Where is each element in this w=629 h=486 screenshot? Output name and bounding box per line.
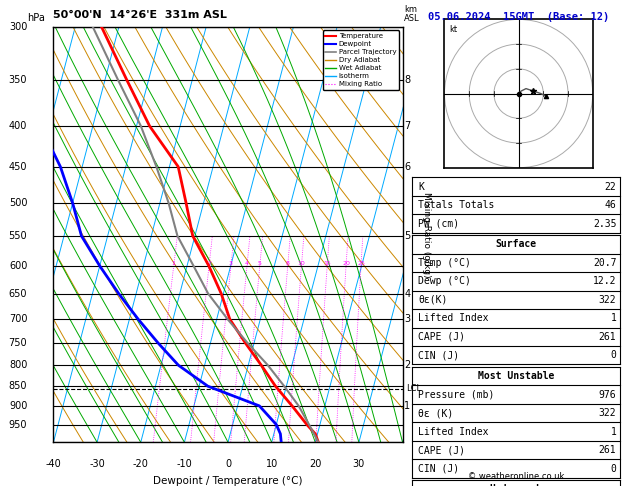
Text: Lifted Index: Lifted Index <box>418 427 489 436</box>
Text: 2: 2 <box>404 360 411 370</box>
Text: 0: 0 <box>225 459 231 469</box>
Text: 1: 1 <box>611 313 616 323</box>
Text: Totals Totals: Totals Totals <box>418 200 494 210</box>
Text: 1: 1 <box>611 427 616 436</box>
Text: km
ASL: km ASL <box>404 4 420 22</box>
Text: K: K <box>418 182 424 191</box>
Legend: Temperature, Dewpoint, Parcel Trajectory, Dry Adiabat, Wet Adiabat, Isotherm, Mi: Temperature, Dewpoint, Parcel Trajectory… <box>323 30 399 90</box>
Text: 10: 10 <box>265 459 278 469</box>
Text: 850: 850 <box>9 381 27 391</box>
Text: 30: 30 <box>353 459 365 469</box>
Text: 3: 3 <box>229 261 233 266</box>
Text: Temp (°C): Temp (°C) <box>418 258 471 268</box>
Text: Dewp (°C): Dewp (°C) <box>418 277 471 286</box>
Text: 300: 300 <box>9 22 27 32</box>
Text: 6: 6 <box>404 162 411 172</box>
Text: θε (K): θε (K) <box>418 408 454 418</box>
Text: 950: 950 <box>9 419 27 430</box>
Text: θε(K): θε(K) <box>418 295 448 305</box>
Text: Most Unstable: Most Unstable <box>477 371 554 381</box>
Text: -30: -30 <box>89 459 105 469</box>
Text: 261: 261 <box>599 445 616 455</box>
Text: 05.06.2024  15GMT  (Base: 12): 05.06.2024 15GMT (Base: 12) <box>428 12 609 22</box>
Text: kt: kt <box>450 25 457 34</box>
Text: Surface: Surface <box>495 240 537 249</box>
Text: Pressure (mb): Pressure (mb) <box>418 390 494 399</box>
Text: 5: 5 <box>404 231 411 241</box>
Text: 400: 400 <box>9 121 27 131</box>
Text: CAPE (J): CAPE (J) <box>418 332 465 342</box>
Text: 0: 0 <box>611 464 616 473</box>
Text: 322: 322 <box>599 295 616 305</box>
Text: 800: 800 <box>9 360 27 370</box>
Text: 600: 600 <box>9 261 27 271</box>
Text: 0: 0 <box>611 350 616 360</box>
Text: 20: 20 <box>342 261 350 266</box>
Text: 7: 7 <box>404 121 411 131</box>
Text: 50°00'N  14°26'E  331m ASL: 50°00'N 14°26'E 331m ASL <box>53 11 227 20</box>
Text: 25: 25 <box>357 261 365 266</box>
Text: 3: 3 <box>404 314 411 324</box>
Text: 450: 450 <box>9 162 27 172</box>
Text: LCL: LCL <box>406 384 421 393</box>
Text: PW (cm): PW (cm) <box>418 219 459 228</box>
Text: Hodograph: Hodograph <box>489 485 542 486</box>
Text: 4: 4 <box>404 289 411 298</box>
Text: CIN (J): CIN (J) <box>418 350 459 360</box>
Text: -40: -40 <box>45 459 62 469</box>
Text: hPa: hPa <box>27 13 45 22</box>
Text: 700: 700 <box>9 314 27 324</box>
Text: 20: 20 <box>309 459 321 469</box>
Text: 1: 1 <box>404 401 411 411</box>
Text: 8: 8 <box>286 261 290 266</box>
Text: 322: 322 <box>599 408 616 418</box>
Text: 750: 750 <box>9 338 27 348</box>
Text: 2: 2 <box>207 261 211 266</box>
Text: Mixing Ratio (g/kg): Mixing Ratio (g/kg) <box>423 191 431 278</box>
Text: 12.2: 12.2 <box>593 277 616 286</box>
Text: CIN (J): CIN (J) <box>418 464 459 473</box>
Text: © weatheronline.co.uk: © weatheronline.co.uk <box>467 472 564 481</box>
Text: 550: 550 <box>9 231 27 241</box>
Text: 650: 650 <box>9 289 27 298</box>
Text: 20.7: 20.7 <box>593 258 616 268</box>
Text: 5: 5 <box>258 261 262 266</box>
Text: 261: 261 <box>599 332 616 342</box>
Text: 1: 1 <box>172 261 175 266</box>
Text: 10: 10 <box>298 261 305 266</box>
Text: 350: 350 <box>9 75 27 85</box>
Text: -20: -20 <box>133 459 148 469</box>
Text: 46: 46 <box>604 200 616 210</box>
Text: 15: 15 <box>323 261 331 266</box>
Text: 22: 22 <box>604 182 616 191</box>
Text: CAPE (J): CAPE (J) <box>418 445 465 455</box>
Text: Lifted Index: Lifted Index <box>418 313 489 323</box>
Text: 900: 900 <box>9 401 27 411</box>
Text: 500: 500 <box>9 198 27 208</box>
Text: 4: 4 <box>245 261 249 266</box>
Text: 976: 976 <box>599 390 616 399</box>
Text: 2.35: 2.35 <box>593 219 616 228</box>
Text: Dewpoint / Temperature (°C): Dewpoint / Temperature (°C) <box>153 475 303 486</box>
Text: 8: 8 <box>404 75 411 85</box>
Text: -10: -10 <box>177 459 192 469</box>
